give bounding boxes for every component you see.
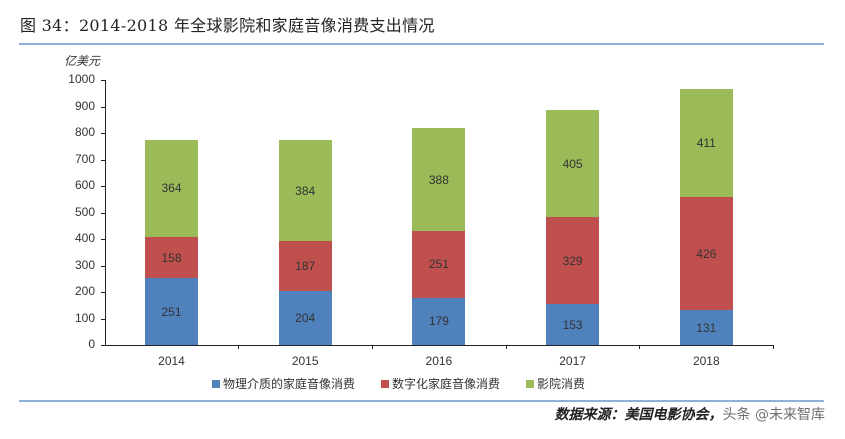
legend-swatch-green-icon bbox=[526, 379, 535, 388]
x-tick-mark bbox=[238, 345, 240, 349]
y-tick-mark bbox=[101, 106, 105, 108]
bar-segment: 158 bbox=[145, 236, 198, 279]
y-axis bbox=[105, 80, 106, 346]
y-tick-label: 0 bbox=[88, 337, 95, 351]
bar-segment: 204 bbox=[278, 290, 332, 345]
legend-label: 物理介质的家庭音像消费 bbox=[223, 377, 356, 391]
y-tick-mark bbox=[101, 212, 105, 214]
x-tick-mark bbox=[505, 345, 507, 349]
x-tick-label: 2017 bbox=[559, 354, 586, 368]
bar-segment: 251 bbox=[412, 231, 466, 298]
y-tick-label: 200 bbox=[74, 284, 95, 298]
y-tick-label: 800 bbox=[74, 125, 95, 139]
bar-segment: 131 bbox=[679, 310, 733, 345]
bar-segment: 179 bbox=[412, 297, 466, 345]
bar-segment: 388 bbox=[412, 128, 466, 232]
bar-segment: 187 bbox=[278, 241, 332, 291]
bar-2017: 153 329 405 bbox=[546, 109, 600, 345]
x-tick-label: 2018 bbox=[692, 354, 720, 368]
y-tick-label: 1000 bbox=[68, 72, 95, 86]
y-tick-mark bbox=[101, 159, 105, 161]
x-tick-mark bbox=[639, 345, 641, 349]
y-tick-label: 100 bbox=[74, 310, 95, 325]
bar-segment: 153 bbox=[546, 304, 600, 345]
bar-segment: 411 bbox=[679, 88, 733, 198]
y-tick-mark bbox=[101, 318, 105, 320]
bar-segment: 364 bbox=[145, 140, 198, 237]
x-tick-label: 2016 bbox=[425, 354, 453, 368]
y-tick-label: 600 bbox=[74, 178, 95, 192]
x-tick-mark bbox=[372, 345, 374, 349]
bar-2018: 131 426 411 bbox=[679, 88, 733, 345]
legend-label: 数字化家庭音像消费 bbox=[392, 377, 501, 391]
y-tick-label: 400 bbox=[74, 231, 95, 245]
bottom-rule bbox=[19, 400, 824, 402]
bar-2016: 179 251 388 bbox=[412, 128, 466, 345]
y-axis-label: 亿美元 bbox=[64, 54, 101, 68]
legend-swatch-red-icon bbox=[381, 379, 390, 388]
source-note: 数据来源：美国电影协会，头条 @未来智库 bbox=[555, 404, 825, 424]
y-tick-label: 700 bbox=[74, 151, 95, 166]
source-text: 数据来源：美国电影协会， bbox=[554, 407, 723, 423]
y-tick-label: 500 bbox=[74, 204, 95, 219]
y-tick-mark bbox=[101, 239, 105, 240]
bar-segment: 426 bbox=[679, 197, 733, 311]
x-tick-mark bbox=[773, 345, 775, 349]
legend-swatch-blue-icon bbox=[212, 379, 220, 388]
top-rule bbox=[19, 43, 824, 45]
legend: 物理介质的家庭音像消费 数字化家庭音像消费 影院消费 bbox=[212, 375, 585, 392]
y-tick-mark bbox=[101, 133, 105, 134]
x-tick-label: 2015 bbox=[291, 354, 319, 368]
y-tick-label: 300 bbox=[74, 257, 95, 272]
legend-label: 影院消费 bbox=[537, 377, 586, 391]
y-tick-mark bbox=[101, 292, 105, 293]
y-tick-label: 900 bbox=[74, 98, 95, 113]
figure-title: 图 34：2014-2018 年全球影院和家庭音像消费支出情况 bbox=[20, 16, 435, 35]
x-axis bbox=[105, 345, 773, 346]
bar-segment: 329 bbox=[546, 217, 600, 305]
legend-item-cinema: 影院消费 bbox=[526, 375, 585, 392]
y-tick-mark bbox=[101, 345, 105, 346]
watermark: 头条 @未来智库 bbox=[722, 407, 825, 423]
bar-segment: 384 bbox=[278, 139, 332, 242]
y-tick-mark bbox=[101, 80, 105, 81]
legend-item-physical: 物理介质的家庭音像消费 bbox=[212, 375, 355, 392]
x-tick-label: 2014 bbox=[158, 354, 185, 368]
y-tick-mark bbox=[101, 265, 105, 267]
bar-segment: 251 bbox=[145, 278, 198, 345]
bar-2015: 204 187 384 bbox=[278, 139, 332, 345]
bar-segment: 405 bbox=[546, 109, 600, 218]
y-tick-mark bbox=[101, 186, 105, 187]
legend-item-digital: 数字化家庭音像消费 bbox=[381, 375, 500, 392]
bar-2014: 251 158 364 bbox=[145, 140, 198, 345]
